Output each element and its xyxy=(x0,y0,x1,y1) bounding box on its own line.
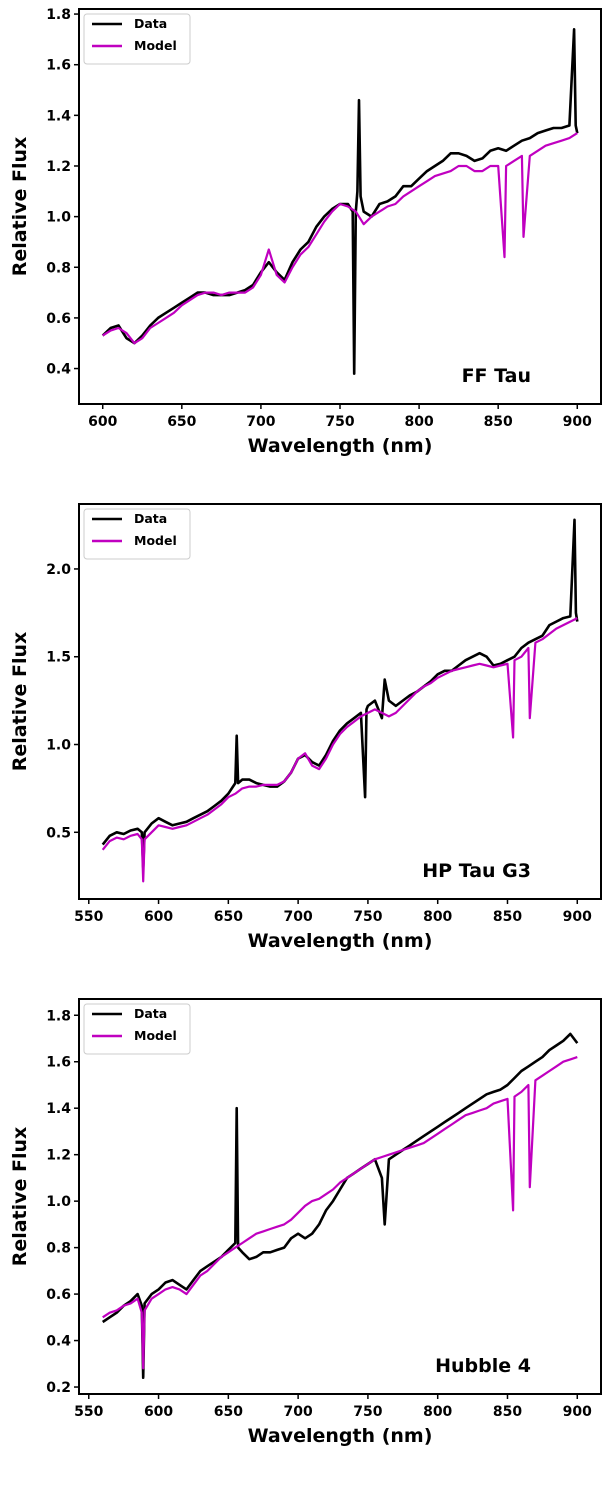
series-line-model xyxy=(102,1056,578,1370)
y-tick-label: 2.0 xyxy=(46,562,71,578)
chart-hubble-4: 550 600 650 700 750 800 850 900 0.2 0.4 0.6 0.8 1.0 1… xyxy=(9,998,602,1447)
x-tick-label: 700 xyxy=(284,1404,313,1420)
y-tick-label: 1.0 xyxy=(46,1194,71,1210)
x-tick-label: 900 xyxy=(563,414,592,430)
x-tick-label: 650 xyxy=(167,414,196,430)
y-tick-label: 0.8 xyxy=(46,1241,71,1257)
x-tick-label: 750 xyxy=(353,909,382,925)
x-tick-label: 850 xyxy=(484,414,513,430)
legend-box xyxy=(83,13,191,65)
x-tick-label: 550 xyxy=(74,909,103,925)
y-tick-label: 1.4 xyxy=(46,108,71,124)
x-tick-label: 600 xyxy=(144,909,173,925)
legend-label-data: Data xyxy=(134,16,167,31)
y-axis-label: Relative Flux xyxy=(9,632,31,772)
y-tick-label: 1.8 xyxy=(46,1008,71,1024)
y-tick-label: 1.6 xyxy=(46,1055,71,1071)
legend-label-model: Model xyxy=(134,38,177,53)
x-tick-label: 800 xyxy=(404,414,433,430)
x-tick-label: 800 xyxy=(423,1404,452,1420)
series-line-model xyxy=(101,617,578,883)
y-tick-label: 1.0 xyxy=(46,210,71,226)
legend-label-data: Data xyxy=(134,511,167,526)
legend: Data Model xyxy=(83,508,191,560)
x-axis-label: Wavelength (nm) xyxy=(248,435,433,457)
x-tick-label: 650 xyxy=(214,909,243,925)
legend: Data Model xyxy=(83,1003,191,1055)
x-tick-label: 800 xyxy=(423,909,452,925)
x-axis-label: Wavelength (nm) xyxy=(248,930,433,952)
star-name-annotation: HP Tau G3 xyxy=(422,860,531,882)
x-tick-label: 850 xyxy=(493,909,522,925)
y-tick-label: 1.2 xyxy=(46,1148,71,1164)
series-line-data xyxy=(101,1032,579,1380)
x-tick-label: 550 xyxy=(74,1404,103,1420)
x-tick-label: 600 xyxy=(88,414,117,430)
x-tick-label: 650 xyxy=(214,1404,243,1420)
series-line-data xyxy=(101,518,579,869)
x-tick-label: 900 xyxy=(563,909,592,925)
y-tick-label: 0.2 xyxy=(46,1380,71,1396)
chart-panel-hp-tau-g3: 550 600 650 700 750 800 850 900 0.5 1.0 1.5 2.0 Wave… xyxy=(0,495,605,990)
legend-label-model: Model xyxy=(134,1028,177,1043)
legend: Data Model xyxy=(83,13,191,65)
x-tick-label: 700 xyxy=(284,909,313,925)
x-tick-label: 850 xyxy=(493,1404,522,1420)
y-tick-label: 1.8 xyxy=(46,7,71,23)
y-tick-label: 0.6 xyxy=(46,311,71,327)
y-tick-label: 0.5 xyxy=(46,825,71,841)
x-tick-label: 700 xyxy=(246,414,275,430)
series-line-data xyxy=(101,27,579,375)
y-tick-label: 0.4 xyxy=(46,1334,71,1350)
x-axis-label: Wavelength (nm) xyxy=(248,1425,433,1447)
legend-box xyxy=(83,1003,191,1055)
y-tick-label: 1.2 xyxy=(46,159,71,175)
x-tick-label: 600 xyxy=(144,1404,173,1420)
y-tick-label: 1.6 xyxy=(46,58,71,74)
y-tick-label: 1.0 xyxy=(46,738,71,754)
plot-frame xyxy=(78,503,602,900)
chart-panel-hubble-4: 550 600 650 700 750 800 850 900 0.2 0.4 0.6 0.8 1.0 1… xyxy=(0,990,605,1485)
legend-label-model: Model xyxy=(134,533,177,548)
y-tick-label: 1.5 xyxy=(46,650,71,666)
y-axis-label: Relative Flux xyxy=(9,137,31,277)
y-tick-label: 0.8 xyxy=(46,260,71,276)
plot-frame xyxy=(78,998,602,1395)
legend-box xyxy=(83,508,191,560)
x-tick-label: 900 xyxy=(563,1404,592,1420)
series-line-model xyxy=(102,132,578,345)
chart-hp-tau-g3: 550 600 650 700 750 800 850 900 0.5 1.0 1.5 2.0 Wave… xyxy=(9,503,602,952)
y-axis-label: Relative Flux xyxy=(9,1127,31,1267)
chart-ff-tau: 600 650 700 750 800 850 900 0.4 0.6 0.8 1.0 1.2 1.4 1… xyxy=(9,7,602,457)
star-name-annotation: Hubble 4 xyxy=(435,1355,531,1377)
legend-label-data: Data xyxy=(134,1006,167,1021)
star-name-annotation: FF Tau xyxy=(462,365,531,387)
y-tick-label: 1.4 xyxy=(46,1101,71,1117)
x-tick-label: 750 xyxy=(325,414,354,430)
y-tick-label: 0.4 xyxy=(46,362,71,378)
y-tick-label: 0.6 xyxy=(46,1287,71,1303)
chart-panel-ff-tau: 600 650 700 750 800 850 900 0.4 0.6 0.8 1.0 1.2 1.4 1… xyxy=(0,0,605,495)
x-tick-label: 750 xyxy=(353,1404,382,1420)
